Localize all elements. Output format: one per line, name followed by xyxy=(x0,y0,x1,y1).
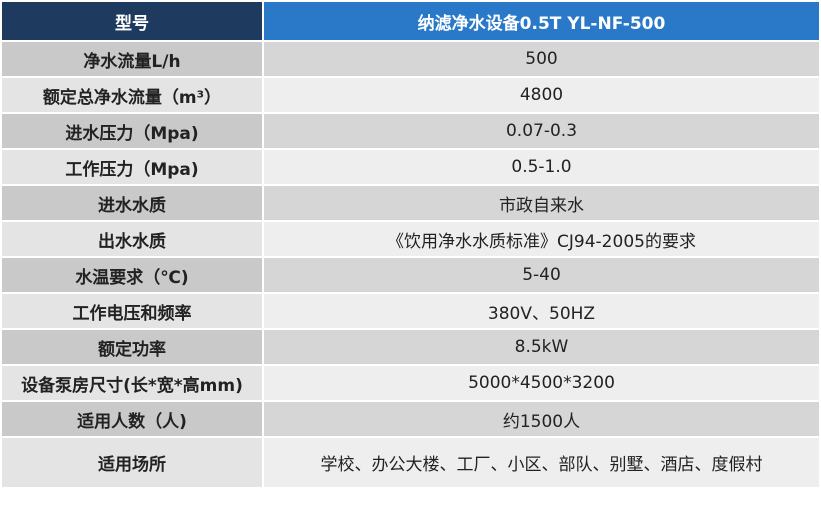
spec-value: 380V、50HZ xyxy=(262,292,821,330)
spec-row: 设备泵房尺寸(长*宽*高mm) 5000*4500*3200 xyxy=(0,364,821,402)
spec-row: 额定功率 8.5kW xyxy=(0,328,821,366)
spec-label: 设备泵房尺寸(长*宽*高mm) xyxy=(0,364,264,402)
spec-value: 5-40 xyxy=(262,256,821,294)
spec-row: 水温要求（℃) 5-40 xyxy=(0,256,821,294)
spec-label: 工作压力（Mpa) xyxy=(0,148,264,186)
spec-value: 4800 xyxy=(262,76,821,114)
spec-value: 学校、办公大楼、工厂、小区、部队、别墅、酒店、度假村 xyxy=(262,436,821,489)
spec-label: 进水压力（Mpa) xyxy=(0,112,264,150)
spec-value: 5000*4500*3200 xyxy=(262,364,821,402)
spec-row: 工作压力（Mpa) 0.5-1.0 xyxy=(0,148,821,186)
header-row: 型号 纳滤净水设备0.5T YL-NF-500 xyxy=(0,0,821,42)
header-label: 型号 xyxy=(0,0,264,42)
spec-label: 适用场所 xyxy=(0,436,264,489)
spec-row: 适用人数（人) 约1500人 xyxy=(0,400,821,438)
spec-label: 水温要求（℃) xyxy=(0,256,264,294)
spec-label: 额定功率 xyxy=(0,328,264,366)
spec-row: 进水压力（Mpa) 0.07-0.3 xyxy=(0,112,821,150)
header-value: 纳滤净水设备0.5T YL-NF-500 xyxy=(262,0,821,42)
spec-row: 工作电压和频率 380V、50HZ xyxy=(0,292,821,330)
spec-label: 工作电压和频率 xyxy=(0,292,264,330)
spec-row: 净水流量L/h 500 xyxy=(0,40,821,78)
spec-value: 500 xyxy=(262,40,821,78)
spec-label: 净水流量L/h xyxy=(0,40,264,78)
spec-label: 额定总净水流量（m³） xyxy=(0,76,264,114)
spec-row: 进水水质 市政自来水 xyxy=(0,184,821,222)
spec-value: 《饮用净水水质标准》CJ94-2005的要求 xyxy=(262,220,821,258)
spec-row: 适用场所 学校、办公大楼、工厂、小区、部队、别墅、酒店、度假村 xyxy=(0,436,821,489)
spec-label: 适用人数（人) xyxy=(0,400,264,438)
spec-label: 进水水质 xyxy=(0,184,264,222)
spec-value: 8.5kW xyxy=(262,328,821,366)
spec-value: 0.07-0.3 xyxy=(262,112,821,150)
spec-table: 型号 纳滤净水设备0.5T YL-NF-500 净水流量L/h 500 额定总净水流量（… xyxy=(0,0,821,489)
spec-row: 出水水质 《饮用净水水质标准》CJ94-2005的要求 xyxy=(0,220,821,258)
spec-value: 市政自来水 xyxy=(262,184,821,222)
spec-label: 出水水质 xyxy=(0,220,264,258)
spec-row: 额定总净水流量（m³） 4800 xyxy=(0,76,821,114)
spec-value: 0.5-1.0 xyxy=(262,148,821,186)
spec-value: 约1500人 xyxy=(262,400,821,438)
